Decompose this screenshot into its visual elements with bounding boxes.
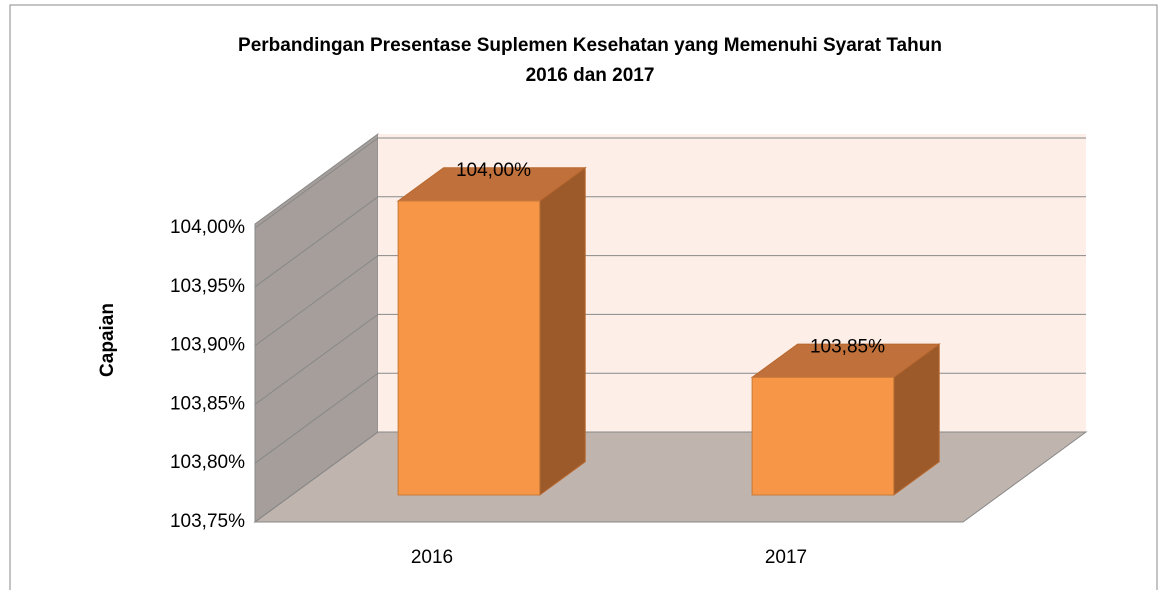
- y-axis-label: Capaian: [97, 303, 118, 377]
- bar-side: [539, 166, 586, 496]
- x-tick-label: 2016: [411, 547, 453, 568]
- y-tick-label: 103,85%: [170, 393, 245, 414]
- grid-line: [254, 313, 379, 405]
- chart-title: Perbandingan Presentase Suplemen Kesehat…: [238, 35, 942, 56]
- grid-line: [254, 137, 379, 229]
- data-label: 104,00%: [456, 160, 531, 181]
- x-tick-label: 2017: [765, 547, 807, 568]
- floor: [253, 431, 1088, 523]
- grid-line: [254, 431, 379, 523]
- chart-title: 2016 dan 2017: [526, 65, 655, 86]
- y-tick-label: 104,00%: [170, 217, 245, 238]
- y-tick-label: 103,80%: [170, 452, 245, 473]
- grid-line: [254, 196, 379, 288]
- bar: [751, 376, 895, 496]
- grid-line: [254, 372, 379, 464]
- y-tick-label: 103,90%: [170, 335, 245, 356]
- chart-border: [9, 4, 1158, 590]
- bar: [397, 200, 541, 496]
- grid-line: [254, 255, 379, 347]
- y-tick-label: 103,95%: [170, 276, 245, 297]
- y-tick-label: 103,75%: [170, 511, 245, 532]
- data-label: 103,85%: [810, 336, 885, 357]
